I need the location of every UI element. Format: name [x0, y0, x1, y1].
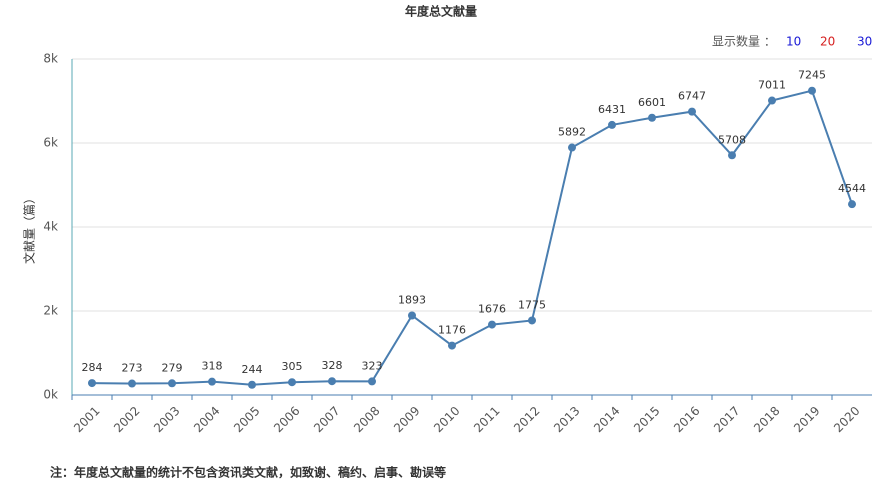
data-point: [808, 86, 816, 95]
data-point: [528, 316, 536, 325]
x-tick-label: 2015: [631, 404, 662, 435]
data-label: 244: [242, 363, 263, 376]
x-tick-label: 2018: [751, 404, 782, 435]
x-tick-label: 2020: [831, 404, 862, 435]
data-label: 6747: [678, 90, 706, 103]
y-tick-label: 2k: [43, 304, 58, 318]
data-label: 284: [82, 361, 103, 374]
x-tick-label: 2001: [71, 404, 102, 435]
data-label: 6431: [598, 103, 626, 116]
x-tick-label: 2016: [671, 404, 702, 435]
data-point: [768, 96, 776, 105]
data-label: 5892: [558, 126, 586, 139]
data-point: [208, 377, 216, 386]
data-point: [128, 379, 136, 388]
x-tick-label: 2003: [151, 404, 182, 435]
x-tick-label: 2007: [311, 404, 342, 435]
data-label: 328: [322, 359, 343, 372]
data-point: [648, 113, 656, 122]
y-tick-label: 4k: [43, 220, 58, 234]
data-point: [408, 311, 416, 320]
x-tick-label: 2017: [711, 404, 742, 435]
count-option[interactable]: 30: [857, 35, 872, 49]
data-label: 7011: [758, 79, 786, 92]
data-label: 1893: [398, 293, 426, 306]
data-point: [88, 379, 96, 388]
count-option[interactable]: 10: [786, 35, 801, 49]
x-tick-label: 2009: [391, 404, 422, 435]
data-label: 1775: [518, 298, 546, 311]
data-point: [728, 151, 736, 160]
data-point: [448, 341, 456, 350]
data-point: [848, 200, 856, 209]
data-label: 6601: [638, 96, 666, 109]
data-point: [328, 377, 336, 386]
x-tick-label: 2011: [471, 404, 502, 435]
data-label: 318: [202, 360, 223, 373]
chart-title: 年度总文献量: [405, 4, 477, 19]
data-label: 273: [122, 362, 143, 375]
data-point: [288, 378, 296, 387]
data-label: 305: [282, 360, 303, 373]
x-tick-label: 2019: [791, 404, 822, 435]
x-tick-label: 2008: [351, 404, 382, 435]
data-label: 323: [362, 359, 383, 372]
y-tick-label: 8k: [43, 52, 58, 66]
data-point: [248, 380, 256, 389]
data-point: [688, 107, 696, 116]
data-point: [368, 377, 376, 386]
footnote: 注：年度总文献量的统计不包含资讯类文献，如致谢、稿约、启事、勘误等: [50, 465, 446, 480]
x-tick-label: 2013: [551, 404, 582, 435]
x-tick-label: 2006: [271, 404, 302, 435]
data-point: [568, 143, 576, 152]
y-axis-label: 文献量（篇）: [22, 192, 37, 264]
x-tick-label: 2010: [431, 404, 462, 435]
data-label: 5708: [718, 133, 746, 146]
x-tick-label: 2005: [231, 404, 262, 435]
x-tick-label: 2002: [111, 404, 142, 435]
data-point: [608, 120, 616, 129]
x-tick-label: 2004: [191, 404, 222, 435]
y-tick-label: 6k: [43, 136, 58, 150]
count-option[interactable]: 20: [820, 35, 835, 49]
data-label: 4544: [838, 182, 866, 195]
data-label: 7245: [798, 69, 826, 82]
y-tick-label: 0k: [43, 388, 58, 402]
data-label: 279: [162, 361, 183, 374]
line-series: [91, 89, 853, 386]
x-tick-label: 2014: [591, 404, 622, 435]
controls-label: 显示数量 ：: [712, 34, 776, 49]
data-label: 1176: [438, 324, 466, 337]
x-tick-label: 2012: [511, 404, 542, 435]
data-point: [488, 320, 496, 329]
data-point: [168, 379, 176, 388]
data-label: 1676: [478, 303, 506, 316]
